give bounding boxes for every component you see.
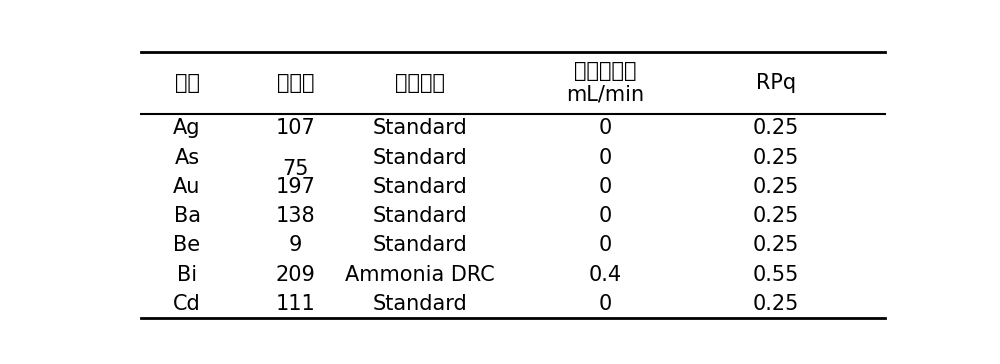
Text: 0.25: 0.25 bbox=[753, 177, 799, 197]
Text: Au: Au bbox=[173, 177, 201, 197]
Text: Standard: Standard bbox=[372, 177, 467, 197]
Text: 197: 197 bbox=[276, 177, 315, 197]
Text: 0.4: 0.4 bbox=[589, 265, 622, 285]
Text: RPq: RPq bbox=[756, 73, 796, 93]
Text: Standard: Standard bbox=[372, 235, 467, 255]
Text: 0: 0 bbox=[599, 294, 612, 314]
Text: 0: 0 bbox=[599, 177, 612, 197]
Text: 0: 0 bbox=[599, 118, 612, 138]
Text: 209: 209 bbox=[276, 265, 315, 285]
Text: Ba: Ba bbox=[174, 206, 200, 226]
Text: 0.25: 0.25 bbox=[753, 206, 799, 226]
Text: Be: Be bbox=[173, 235, 201, 255]
Text: 0.25: 0.25 bbox=[753, 147, 799, 167]
Text: 0.25: 0.25 bbox=[753, 235, 799, 255]
Text: Ammonia DRC: Ammonia DRC bbox=[345, 265, 494, 285]
Text: As: As bbox=[174, 147, 200, 167]
Text: Bi: Bi bbox=[177, 265, 197, 285]
Text: 0.25: 0.25 bbox=[753, 294, 799, 314]
Text: Standard: Standard bbox=[372, 206, 467, 226]
Text: 0: 0 bbox=[599, 147, 612, 167]
Text: 反应气流量
mL/min: 反应气流量 mL/min bbox=[566, 61, 645, 104]
Text: 元素: 元素 bbox=[175, 73, 200, 93]
Text: 0.55: 0.55 bbox=[753, 265, 799, 285]
Text: 75: 75 bbox=[282, 159, 309, 179]
Text: 111: 111 bbox=[276, 294, 315, 314]
Text: 0: 0 bbox=[599, 206, 612, 226]
Text: 138: 138 bbox=[276, 206, 315, 226]
Text: 质量数: 质量数 bbox=[277, 73, 314, 93]
Text: Ag: Ag bbox=[173, 118, 201, 138]
Text: Standard: Standard bbox=[372, 147, 467, 167]
Text: 9: 9 bbox=[289, 235, 302, 255]
Text: Standard: Standard bbox=[372, 294, 467, 314]
Text: Cd: Cd bbox=[173, 294, 201, 314]
Text: 反应模式: 反应模式 bbox=[394, 73, 444, 93]
Text: 107: 107 bbox=[276, 118, 315, 138]
Text: 0.25: 0.25 bbox=[753, 118, 799, 138]
Text: Standard: Standard bbox=[372, 118, 467, 138]
Text: 0: 0 bbox=[599, 235, 612, 255]
